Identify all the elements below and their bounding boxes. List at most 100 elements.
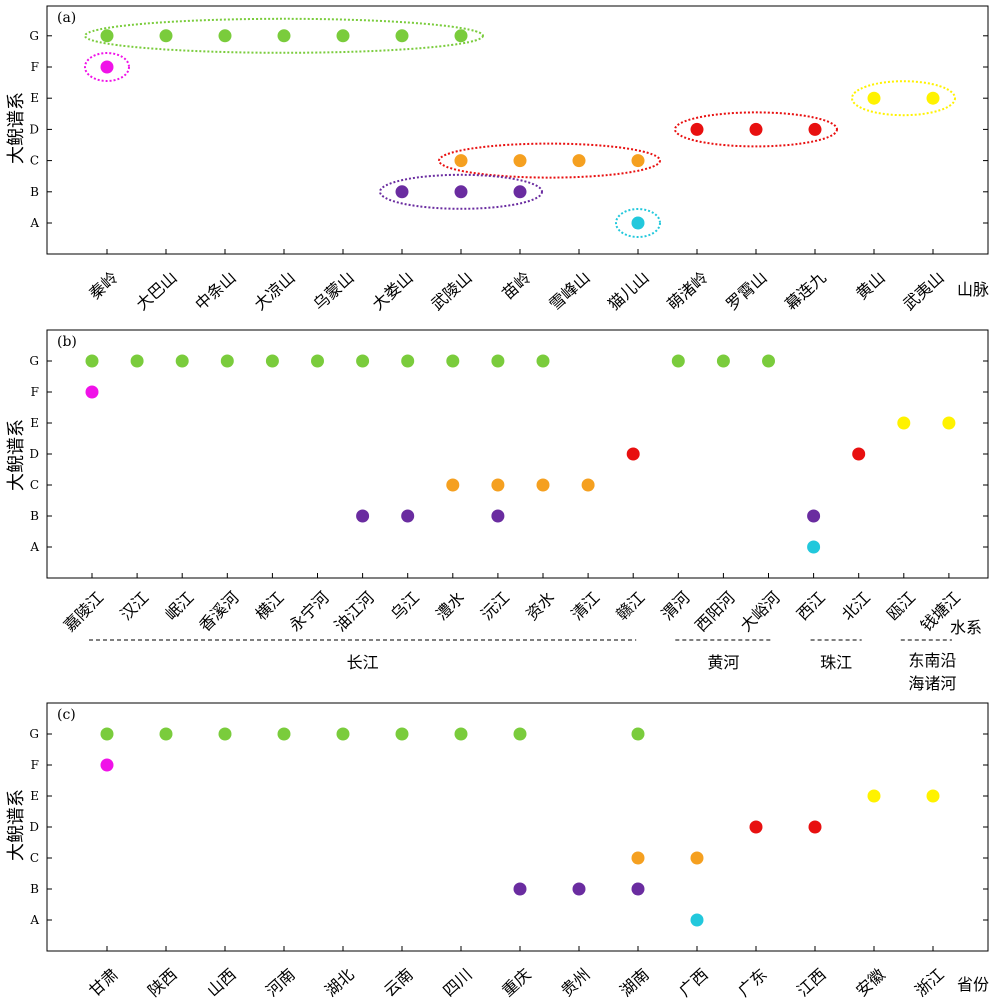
- panel-label: (c): [57, 707, 76, 723]
- data-point-C: [536, 478, 550, 492]
- basin-label-line: 东南沿: [908, 651, 956, 670]
- y-tick-label-B: B: [30, 882, 39, 896]
- y-tick-label-G: G: [29, 29, 39, 43]
- panel-label: (a): [57, 10, 76, 26]
- data-point-G: [100, 727, 114, 741]
- plot-frame: [46, 702, 989, 952]
- x-tick-label: 广西: [675, 965, 712, 999]
- y-axis-label: 大鲵谱系: [6, 789, 27, 861]
- data-point-A: [631, 216, 645, 230]
- x-tick-label: 大娄山: [368, 268, 416, 314]
- x-tick-label: 岷江: [161, 588, 197, 624]
- x-tick-label: 中条山: [191, 268, 239, 314]
- basin-label: 长江: [347, 653, 379, 672]
- x-tick-label: 乌蒙山: [309, 268, 357, 314]
- y-tick-label-A: A: [29, 216, 39, 230]
- x-tick-label: 瓯江: [883, 588, 919, 624]
- data-point-G: [277, 29, 291, 43]
- x-tick-label: 赣江: [612, 588, 648, 624]
- x-tick-label: 陕西: [144, 965, 181, 999]
- data-point-G: [491, 354, 505, 368]
- data-point-G: [311, 354, 324, 368]
- x-tick-label: 秦岭: [85, 268, 122, 304]
- data-point-C: [513, 154, 527, 168]
- y-axis-label: 大鲵谱系: [6, 92, 27, 164]
- x-tick-label: 澧水: [432, 588, 468, 624]
- lineage-group-ellipse-G: [84, 17, 484, 54]
- x-tick-label: 清江: [567, 588, 603, 624]
- plot-frame: [46, 5, 989, 255]
- data-point-E: [867, 789, 881, 803]
- data-point-G: [536, 354, 550, 368]
- data-point-D: [808, 122, 822, 136]
- x-tick-label: 武夷山: [899, 268, 947, 314]
- data-point-F: [85, 385, 99, 399]
- y-tick-label-C: C: [30, 154, 39, 168]
- x-tick-label: 武陵山: [427, 268, 475, 314]
- x-tick-label: 贵州: [557, 965, 594, 999]
- data-point-B: [513, 185, 527, 199]
- y-tick-label-D: D: [29, 447, 39, 461]
- x-tick-label: 雪峰山: [545, 268, 593, 314]
- data-point-G: [401, 354, 415, 368]
- data-point-G: [159, 727, 173, 741]
- x-tick-label: 横江: [252, 588, 288, 624]
- panel-a: (a) 大鲵谱系 A B C D E F G 秦岭 大巴山 中条山 大凉山 乌蒙山 大娄山 武陵山 苗岭 雪峰山猫…: [6, 5, 989, 314]
- x-tick-label: 油江河: [331, 588, 378, 635]
- x-tick-label: 沅江: [477, 588, 513, 624]
- x-tick-label: 河南: [262, 965, 299, 999]
- lineage-group-ellipse-C: [438, 142, 661, 179]
- data-point-G: [356, 354, 370, 368]
- data-point-B: [807, 509, 821, 523]
- data-point-C: [454, 154, 468, 168]
- data-point-C: [491, 478, 505, 492]
- x-tick-label: 汉江: [116, 588, 152, 624]
- x-tick-label: 湖南: [616, 965, 653, 999]
- x-tick-label: 嘉陵江: [60, 588, 107, 635]
- y-tick-label-E: E: [30, 91, 39, 105]
- lineage-group-ellipse-E: [851, 80, 956, 117]
- data-point-G: [454, 727, 468, 741]
- data-point-F: [100, 758, 114, 772]
- x-axis-title: 山脉: [957, 280, 989, 299]
- data-point-E: [867, 91, 881, 105]
- panel-label: (b): [57, 334, 77, 350]
- data-point-C: [572, 154, 586, 168]
- x-tick-label: 萌渚岭: [663, 268, 711, 314]
- x-tick-label: 黄山: [852, 268, 889, 304]
- x-tick-label: 湖北: [321, 965, 358, 999]
- data-point-E: [926, 789, 940, 803]
- data-point-G: [446, 354, 460, 368]
- data-point-C: [446, 478, 460, 492]
- x-tick-label: 甘肃: [85, 965, 122, 999]
- x-tick-label: 山西: [203, 965, 240, 999]
- plot-frame: [46, 329, 989, 579]
- data-point-C: [631, 154, 645, 168]
- y-tick-label-D: D: [29, 122, 39, 136]
- data-point-E: [942, 416, 956, 430]
- data-point-G: [159, 29, 173, 43]
- y-tick-label-C: C: [30, 851, 39, 865]
- y-tick-label-F: F: [31, 385, 39, 399]
- data-point-B: [513, 882, 527, 896]
- y-tick-label-C: C: [30, 478, 39, 492]
- lineage-group-ellipse-A: [615, 208, 661, 238]
- y-tick-label-E: E: [30, 789, 39, 803]
- x-tick-label: 永宁河: [285, 588, 332, 635]
- y-axis-label: 大鲵谱系: [6, 419, 27, 491]
- data-point-B: [631, 882, 645, 896]
- data-point-B: [401, 509, 415, 523]
- data-point-D: [626, 447, 640, 461]
- data-point-G: [130, 354, 144, 368]
- data-point-G: [395, 29, 409, 43]
- data-point-D: [749, 122, 763, 136]
- x-tick-label: 资水: [522, 588, 558, 624]
- y-tick-label-D: D: [29, 820, 39, 834]
- x-tick-label: 广东: [734, 965, 771, 999]
- data-point-B: [572, 882, 586, 896]
- data-point-F: [100, 60, 114, 74]
- data-point-D: [690, 122, 704, 136]
- x-tick-label: 罗霄山: [722, 268, 770, 314]
- y-tick-label-F: F: [31, 60, 39, 74]
